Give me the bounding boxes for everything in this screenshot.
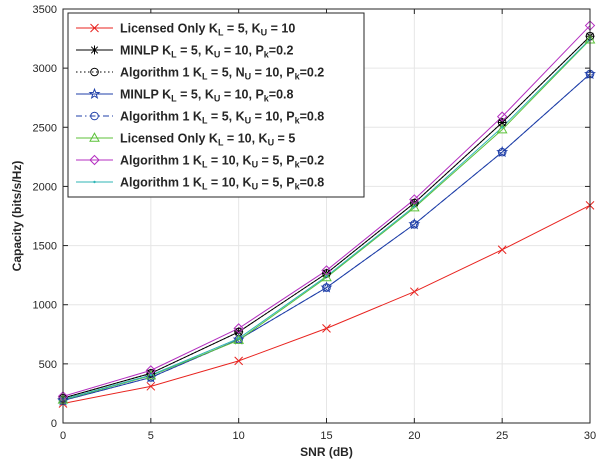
axis-tick-labels: 0 5 10 15 20 25 30 0 500 1000 1500 2000 2500 3000 3500 xyxy=(33,4,597,442)
legend-label-1: Licensed Only KL = 5, KU = 10 xyxy=(120,22,295,38)
data-point-s8 xyxy=(149,373,153,377)
legend-marker-8 xyxy=(93,180,96,184)
legend-marker-3 xyxy=(90,67,99,77)
legend-label-7: Algorithm 1 KL = 10, KU = 5, Pk=0.2 xyxy=(120,154,324,170)
y-tick-label: 1000 xyxy=(33,300,57,312)
data-point-s3 xyxy=(146,369,156,378)
legend-marker-2 xyxy=(90,45,99,55)
y-tick-label: 2500 xyxy=(33,122,57,134)
data-point-s7 xyxy=(321,265,332,276)
data-point-s6 xyxy=(408,201,420,212)
legend-label-4: MINLP KL = 5, KU = 10, Pk=0.8 xyxy=(120,88,294,104)
data-point-s8 xyxy=(325,275,328,278)
x-tick-label: 25 xyxy=(496,430,508,442)
x-tick-label: 15 xyxy=(320,430,332,442)
legend: Licensed Only KL = 5, KU = 10 MINLP KL = … xyxy=(67,12,365,198)
data-point-s6 xyxy=(145,369,157,380)
legend-marker-5 xyxy=(90,111,99,121)
y-tick-label: 3000 xyxy=(33,63,57,75)
data-point-s8 xyxy=(413,205,416,208)
legend-label-3: Algorithm 1 KL = 5, NU = 10, Pk=0.2 xyxy=(120,66,324,82)
y-tick-label: 2000 xyxy=(33,181,57,193)
data-point-s1 xyxy=(497,245,507,255)
data-point-s5 xyxy=(410,219,419,229)
data-point-s6 xyxy=(496,123,508,134)
x-tick-label: 20 xyxy=(408,430,420,442)
data-point-s1 xyxy=(234,356,244,366)
data-point-s7 xyxy=(496,111,508,122)
y-axis-label: Capacity (bits/s/Hz) xyxy=(10,161,24,272)
x-tick-label: 30 xyxy=(584,430,596,442)
legend-marker-7 xyxy=(89,154,100,166)
data-point-s1 xyxy=(146,381,156,391)
legend-marker-4 xyxy=(88,87,101,100)
data-point-s2 xyxy=(497,118,507,128)
data-point-s8 xyxy=(500,126,504,129)
y-tick-label: 500 xyxy=(39,359,57,371)
legend-label-8: Algorithm 1 KL = 10, KU = 5, Pk=0.8 xyxy=(120,176,324,192)
legend-marker-1 xyxy=(90,23,99,33)
x-axis-label: SNR (dB) xyxy=(300,445,353,459)
y-tick-label: 3500 xyxy=(33,4,57,16)
data-point-s5 xyxy=(497,147,507,157)
y-tick-label: 0 xyxy=(51,418,57,430)
legend-label-2: MINLP KL = 5, KU = 10, Pk=0.2 xyxy=(120,44,294,60)
x-tick-label: 0 xyxy=(60,430,66,442)
data-point-s8 xyxy=(237,337,240,340)
data-point-s1 xyxy=(409,287,419,297)
data-point-s7 xyxy=(409,194,420,205)
data-point-s1 xyxy=(322,324,331,333)
data-point-s7 xyxy=(233,323,244,334)
x-tick-label: 5 xyxy=(148,430,154,442)
x-tick-label: 10 xyxy=(233,430,245,442)
y-tick-label: 1500 xyxy=(33,241,57,253)
legend-label-6: Licensed Only KL = 10, KU = 5 xyxy=(120,132,295,148)
legend-box xyxy=(67,12,365,198)
legend-label-5: Algorithm 1 KL = 5, KU = 10, Pk=0.8 xyxy=(120,110,324,126)
data-point-s2 xyxy=(234,327,244,337)
data-point-s6 xyxy=(233,334,245,344)
legend-marker-6 xyxy=(89,132,100,142)
data-point-s5 xyxy=(322,283,331,292)
data-point-s6 xyxy=(321,271,332,282)
